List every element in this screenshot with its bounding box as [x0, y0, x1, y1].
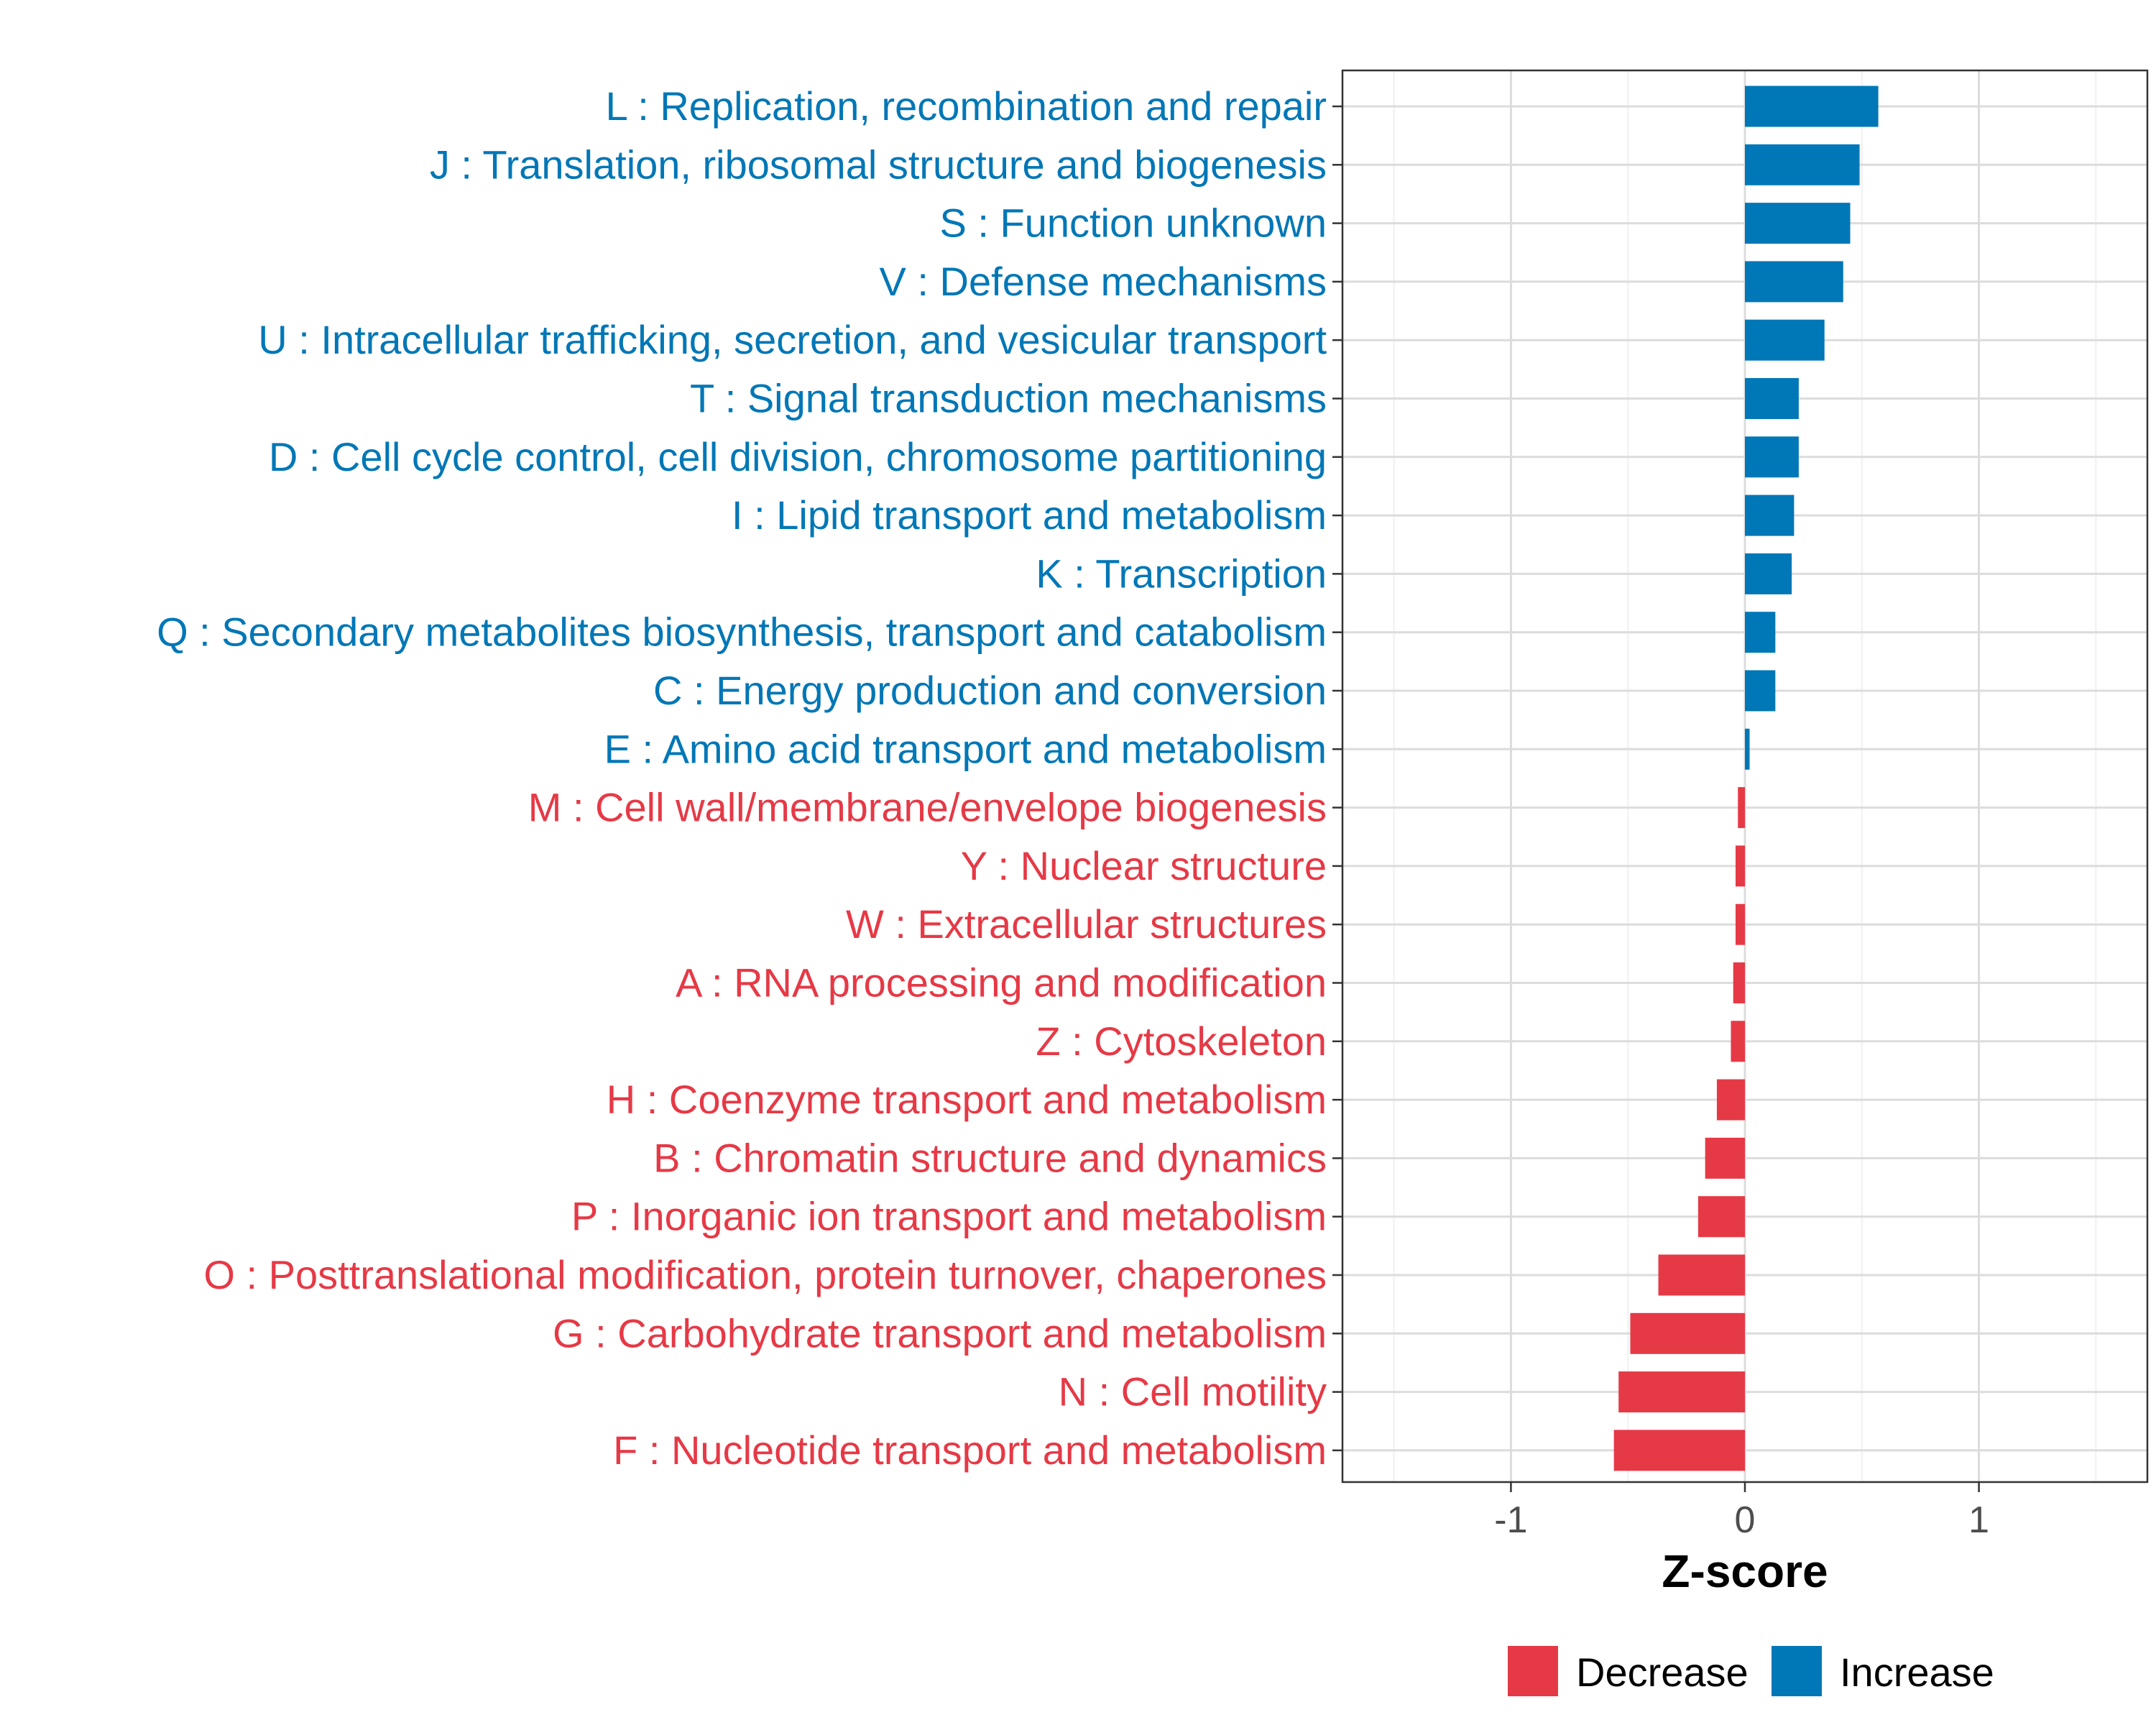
- bar-e: [1745, 728, 1750, 770]
- bar-q: [1745, 612, 1776, 653]
- bar-g: [1630, 1312, 1745, 1354]
- y-tick-label: A : RNA processing and modification: [676, 960, 1327, 1006]
- y-tick-label: Z : Cytoskeleton: [1036, 1018, 1327, 1064]
- bar-z: [1731, 1021, 1745, 1062]
- bar-s: [1745, 203, 1851, 244]
- y-tick-label: M : Cell wall/membrane/envelope biogenes…: [528, 785, 1327, 830]
- y-tick-label: F : Nucleotide transport and metabolism: [613, 1427, 1327, 1473]
- x-axis-title: Z-score: [1662, 1545, 1828, 1597]
- bar-u: [1745, 319, 1825, 361]
- y-tick-label: C : Energy production and conversion: [653, 668, 1327, 713]
- y-tick-label: O : Posttranslational modification, prot…: [203, 1252, 1327, 1297]
- bar-t: [1745, 378, 1799, 419]
- y-tick-label: E : Amino acid transport and metabolism: [604, 726, 1327, 771]
- y-tick-label: I : Lipid transport and metabolism: [732, 492, 1327, 538]
- bar-f: [1613, 1430, 1745, 1471]
- x-tick-label: 0: [1735, 1499, 1756, 1541]
- bar-h: [1716, 1079, 1745, 1121]
- y-tick-label: D : Cell cycle control, cell division, c…: [269, 434, 1327, 479]
- legend-label-decrease: Decrease: [1576, 1650, 1749, 1695]
- y-tick-label: P : Inorganic ion transport and metaboli…: [571, 1194, 1327, 1239]
- bar-l: [1745, 86, 1879, 127]
- y-tick-label: J : Translation, ribosomal structure and…: [430, 142, 1327, 187]
- legend: Decrease Increase: [1508, 1646, 1994, 1696]
- x-tick-label: -1: [1494, 1499, 1527, 1541]
- x-axis: -1 0 1: [1494, 1482, 1989, 1541]
- bar-o: [1658, 1254, 1745, 1296]
- y-tick-label: U : Intracellular trafficking, secretion…: [258, 317, 1327, 362]
- bar-b: [1705, 1137, 1745, 1179]
- legend-swatch-increase: [1772, 1646, 1822, 1696]
- y-tick-label: Q : Secondary metabolites biosynthesis, …: [157, 610, 1327, 655]
- y-tick-label: K : Transcription: [1036, 551, 1327, 596]
- bar-n: [1618, 1371, 1745, 1413]
- legend-label-increase: Increase: [1840, 1650, 1994, 1695]
- bar-i: [1745, 494, 1795, 536]
- bar-a: [1733, 962, 1745, 1003]
- y-tick-label: L : Replication, recombination and repai…: [606, 83, 1327, 129]
- bar-p: [1697, 1196, 1745, 1238]
- bar-v: [1745, 261, 1843, 303]
- bar-layer: [1613, 86, 1879, 1471]
- bar-c: [1745, 670, 1776, 712]
- y-tick-label: H : Coenzyme transport and metabolism: [607, 1077, 1327, 1122]
- y-tick-label: S : Function unknown: [939, 201, 1327, 246]
- y-tick-label: B : Chromatin structure and dynamics: [653, 1135, 1327, 1180]
- y-tick-label: W : Extracellular structures: [846, 901, 1327, 947]
- bar-y: [1735, 845, 1745, 887]
- bar-m: [1738, 787, 1745, 829]
- y-tick-label: Y : Nuclear structure: [961, 843, 1327, 888]
- y-tick-label: V : Defense mechanisms: [880, 259, 1327, 304]
- bar-j: [1745, 144, 1860, 185]
- legend-swatch-decrease: [1508, 1646, 1558, 1696]
- y-tick-label: N : Cell motility: [1059, 1369, 1327, 1414]
- x-tick-label: 1: [1968, 1499, 1989, 1541]
- bar-k: [1745, 553, 1792, 594]
- bar-d: [1745, 436, 1799, 478]
- y-axis: L : Replication, recombination and repai…: [157, 83, 1342, 1473]
- bar-w: [1735, 903, 1745, 945]
- y-tick-label: T : Signal transduction mechanisms: [690, 376, 1327, 421]
- y-tick-label: G : Carbohydrate transport and metabolis…: [553, 1310, 1327, 1356]
